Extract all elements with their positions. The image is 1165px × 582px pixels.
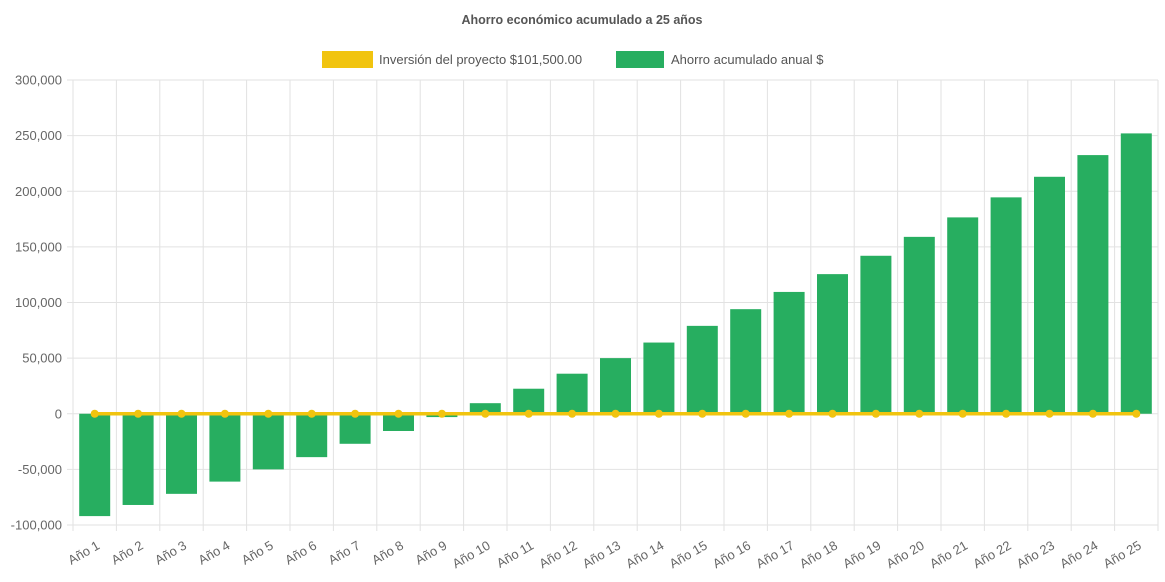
bar-ahorro-13[interactable] [600, 358, 631, 414]
x-axis: Año 1 Año 2 Año 3 Año 4 Año 5 Año 6 Año 7 Año 8… [65, 538, 1144, 572]
bar-ahorro-7[interactable] [339, 413, 371, 444]
bar-ahorro-3[interactable] [166, 413, 197, 494]
bar-ahorro-21[interactable] [947, 217, 979, 414]
bar-ahorro-1[interactable] [79, 413, 111, 517]
bar-ahorro-11[interactable] [513, 388, 545, 414]
bar-ahorro-10[interactable] [469, 403, 501, 414]
x-tick-label: Año 19 [840, 538, 883, 572]
bars [79, 133, 1152, 517]
x-tick-label: Año 1 [65, 538, 102, 568]
y-axis: 300,000 250,000 200,000 150,000 100,000 50,00… [11, 73, 62, 533]
legend-swatch-inversion[interactable] [322, 51, 373, 68]
x-tick-label: Año 9 [412, 538, 449, 568]
point-inversion-8[interactable] [394, 409, 403, 418]
point-inversion-4[interactable] [220, 409, 229, 418]
x-tick-label: Año 16 [710, 538, 753, 572]
point-inversion-5[interactable] [264, 409, 273, 418]
point-inversion-7[interactable] [351, 409, 360, 418]
bar-ahorro-8[interactable] [383, 413, 414, 431]
legend-label-ahorro[interactable]: Ahorro acumulado anual $ [671, 52, 824, 67]
point-inversion-12[interactable] [568, 409, 577, 418]
point-inversion-22[interactable] [1002, 409, 1011, 418]
bar-ahorro-15[interactable] [686, 325, 718, 414]
bar-ahorro-20[interactable] [903, 236, 935, 414]
x-tick-label: Año 20 [884, 538, 927, 572]
point-inversion-16[interactable] [741, 409, 750, 418]
bar-ahorro-14[interactable] [643, 342, 675, 414]
point-inversion-15[interactable] [698, 409, 707, 418]
point-inversion-1[interactable] [90, 409, 99, 418]
x-tick-label: Año 23 [1014, 538, 1057, 572]
x-tick-label: Año 22 [970, 538, 1013, 572]
bar-ahorro-23[interactable] [1034, 176, 1065, 414]
bar-ahorro-25[interactable] [1120, 133, 1152, 414]
x-tick-label: Año 7 [326, 538, 363, 568]
bar-ahorro-5[interactable] [252, 413, 284, 470]
x-tick-label: Año 2 [109, 538, 146, 568]
point-inversion-11[interactable] [524, 409, 533, 418]
bar-ahorro-16[interactable] [730, 309, 762, 414]
y-tick-label: 200,000 [15, 184, 62, 199]
legend[interactable]: Inversión del proyecto $101,500.00 Ahorr… [322, 51, 824, 68]
y-tick-label: 0 [55, 406, 62, 421]
point-inversion-20[interactable] [915, 409, 924, 418]
bar-ahorro-24[interactable] [1077, 155, 1109, 414]
bar-ahorro-4[interactable] [209, 413, 241, 482]
point-inversion-3[interactable] [177, 409, 186, 418]
x-tick-label: Año 25 [1101, 538, 1144, 572]
point-inversion-13[interactable] [611, 409, 620, 418]
x-tick-label: Año 5 [239, 538, 276, 568]
x-tick-label: Año 13 [580, 538, 623, 572]
point-inversion-24[interactable] [1088, 409, 1097, 418]
x-tick-label: Año 14 [623, 538, 666, 572]
point-inversion-18[interactable] [828, 409, 837, 418]
legend-swatch-ahorro[interactable] [616, 51, 664, 68]
point-inversion-10[interactable] [481, 409, 490, 418]
y-tick-label: -100,000 [11, 518, 62, 533]
bar-ahorro-18[interactable] [817, 274, 848, 414]
x-tick-label: Año 10 [450, 538, 493, 572]
x-tick-label: Año 17 [753, 538, 796, 572]
y-tick-label: 50,000 [22, 351, 62, 366]
x-tick-label: Año 6 [282, 538, 319, 568]
point-inversion-25[interactable] [1132, 409, 1141, 418]
y-tick-label: 250,000 [15, 128, 62, 143]
point-inversion-14[interactable] [654, 409, 663, 418]
x-tick-label: Año 24 [1057, 538, 1100, 572]
bar-ahorro-2[interactable] [122, 413, 154, 505]
x-tick-label: Año 4 [195, 538, 232, 568]
investment-line [90, 409, 1141, 418]
y-tick-label: 150,000 [15, 239, 62, 254]
point-inversion-9[interactable] [437, 409, 446, 418]
point-inversion-19[interactable] [871, 409, 880, 418]
chart-title: Ahorro económico acumulado a 25 años [461, 13, 702, 27]
x-tick-label: Año 21 [927, 538, 970, 572]
x-tick-label: Año 11 [494, 538, 536, 571]
x-tick-label: Año 8 [369, 538, 406, 568]
legend-label-inversion[interactable]: Inversión del proyecto $101,500.00 [379, 52, 582, 67]
x-tick-label: Año 12 [536, 538, 579, 572]
grid [67, 79, 1159, 531]
y-tick-label: 100,000 [15, 295, 62, 310]
y-tick-label: 300,000 [15, 73, 62, 88]
bar-ahorro-6[interactable] [296, 413, 328, 458]
x-tick-label: Año 3 [152, 538, 189, 568]
y-tick-label: -50,000 [18, 462, 62, 477]
x-tick-label: Año 15 [667, 538, 710, 572]
bar-ahorro-17[interactable] [773, 291, 805, 414]
x-tick-label: Año 18 [797, 538, 840, 572]
point-inversion-23[interactable] [1045, 409, 1054, 418]
point-inversion-2[interactable] [134, 409, 143, 418]
bar-ahorro-12[interactable] [556, 373, 588, 414]
point-inversion-6[interactable] [307, 409, 316, 418]
bar-ahorro-19[interactable] [860, 255, 892, 414]
point-inversion-17[interactable] [785, 409, 794, 418]
bar-ahorro-22[interactable] [990, 197, 1022, 414]
point-inversion-21[interactable] [958, 409, 967, 418]
